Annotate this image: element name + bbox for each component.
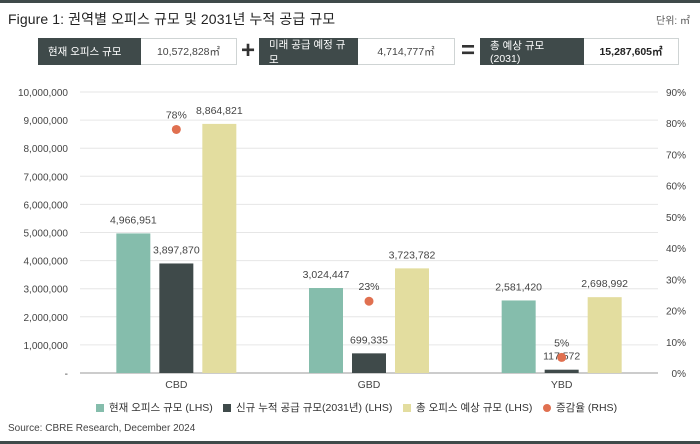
y-left-tick-label: 2,000,000 — [24, 313, 69, 324]
legend-label-new-supply: 신규 누적 공급 규모(2031년) (LHS) — [236, 402, 393, 414]
y-right-tick-label: 70% — [666, 150, 686, 161]
rate-label: 78% — [166, 109, 187, 121]
bar — [202, 123, 237, 373]
total-size-value: 15,287,605㎡ — [584, 38, 679, 65]
unit-label: 단위: ㎡ — [656, 16, 690, 27]
plus-sign: + — [240, 37, 255, 64]
legend-label-current: 현재 오피스 규모 (LHS) — [109, 402, 213, 414]
y-left-tick-label: 10,000,000 — [18, 88, 68, 99]
x-tick-label: GBD — [358, 379, 381, 391]
total-size-box: 총 예상 규모 (2031) 15,287,605㎡ — [480, 38, 679, 65]
y-left-tick-label: 7,000,000 — [24, 172, 69, 183]
figure-title: Figure 1: 권역별 오피스 규모 및 2031년 누적 공급 규모 — [8, 11, 336, 27]
bar — [309, 288, 343, 373]
legend-label-rate: 증감율 (RHS) — [556, 402, 618, 414]
x-tick-label: YBD — [551, 379, 573, 391]
bar-value-label: 2,581,420 — [495, 281, 542, 293]
legend-swatch-total — [403, 403, 411, 412]
y-right-tick-label: 80% — [666, 119, 686, 130]
current-size-value: 10,572,828㎡ — [141, 38, 237, 65]
legend-item-total: 총 오피스 예상 규모 (LHS) — [403, 400, 532, 415]
legend-swatch-rate — [543, 403, 551, 412]
y-right-tick-label: 20% — [666, 307, 686, 318]
current-size-label: 현재 오피스 규모 — [38, 38, 141, 65]
legend-swatch-new-supply — [223, 403, 231, 412]
y-left-tick-label: 4,000,000 — [24, 257, 69, 268]
y-right-tick-label: 10% — [666, 338, 686, 349]
future-supply-box: 미래 공급 예정 규모 4,714,777㎡ — [259, 38, 455, 66]
legend-item-current: 현재 오피스 규모 (LHS) — [96, 400, 213, 415]
y-right-tick-label: 60% — [666, 182, 686, 193]
bar-value-label: 3,897,870 — [153, 244, 200, 256]
equals-sign: = — [460, 37, 475, 64]
source-note: Source: CBRE Research, December 2024 — [8, 423, 196, 434]
rate-point — [364, 296, 374, 306]
x-tick-label: CBD — [165, 379, 188, 391]
y-left-tick-label: 9,000,000 — [24, 116, 69, 127]
bar — [159, 263, 194, 373]
bar — [501, 300, 536, 373]
bar — [587, 297, 622, 373]
y-left-tick-label: 1,000,000 — [24, 341, 69, 352]
rate-label: 23% — [358, 281, 379, 293]
rate-label: 5% — [554, 337, 569, 349]
future-supply-value: 4,714,777㎡ — [358, 38, 455, 65]
bar-value-label: 2,698,992 — [581, 278, 628, 290]
bar-value-label: 8,864,821 — [196, 105, 243, 117]
bar — [352, 353, 386, 373]
y-right-tick-label: 40% — [666, 244, 686, 255]
y-right-tick-label: 0% — [672, 369, 687, 380]
bar — [544, 369, 579, 373]
legend-swatch-current — [96, 403, 104, 412]
y-left-tick-label: 6,000,000 — [24, 200, 69, 211]
bar-value-label: 3,723,782 — [389, 249, 436, 261]
bar-value-label: 3,024,447 — [303, 269, 350, 281]
rate-point — [171, 124, 181, 134]
bar-value-label: 699,335 — [350, 334, 388, 346]
total-size-label: 총 예상 규모 (2031) — [480, 38, 584, 65]
legend-item-rate: 증감율 (RHS) — [543, 400, 617, 415]
top-rule — [0, 0, 700, 3]
bar — [395, 268, 429, 373]
current-size-box: 현재 오피스 규모 10,572,828㎡ — [38, 38, 237, 65]
legend-label-total: 총 오피스 예상 규모 (LHS) — [416, 402, 533, 414]
y-left-tick-label: 5,000,000 — [24, 229, 69, 240]
bar — [116, 233, 151, 373]
legend-item-new-supply: 신규 누적 공급 규모(2031년) (LHS) — [223, 400, 392, 415]
y-left-tick-label: 3,000,000 — [24, 285, 69, 296]
future-supply-label: 미래 공급 예정 규모 — [259, 38, 358, 66]
y-left-tick-label: 8,000,000 — [24, 144, 69, 155]
rate-point — [557, 352, 567, 362]
bar-value-label: 4,966,951 — [110, 214, 157, 226]
bottom-rule — [0, 441, 700, 444]
y-right-tick-label: 50% — [666, 213, 686, 224]
y-left-tick-label: - — [65, 369, 68, 380]
y-right-tick-label: 30% — [666, 275, 686, 286]
y-right-tick-label: 90% — [666, 88, 686, 99]
